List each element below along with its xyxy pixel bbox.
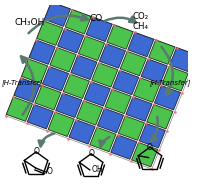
Text: [H-Transfer]: [H-Transfer] <box>150 79 191 86</box>
Polygon shape <box>141 59 167 83</box>
Polygon shape <box>105 89 131 114</box>
Polygon shape <box>58 29 84 53</box>
Polygon shape <box>149 40 175 64</box>
Polygon shape <box>139 123 165 148</box>
Polygon shape <box>50 47 76 72</box>
Polygon shape <box>48 112 74 136</box>
Polygon shape <box>44 2 70 26</box>
Polygon shape <box>29 40 55 64</box>
Text: CO: CO <box>89 14 102 23</box>
Polygon shape <box>162 67 188 91</box>
Text: OH: OH <box>92 165 103 174</box>
Polygon shape <box>128 32 154 57</box>
Polygon shape <box>35 85 61 110</box>
Polygon shape <box>56 93 82 118</box>
Text: [H-Transfer]: [H-Transfer] <box>2 79 43 86</box>
Text: CO₂: CO₂ <box>133 12 149 21</box>
Polygon shape <box>169 47 196 72</box>
Polygon shape <box>77 101 103 125</box>
Polygon shape <box>78 36 105 61</box>
Text: CH₄: CH₄ <box>133 22 149 31</box>
Polygon shape <box>71 55 97 80</box>
Polygon shape <box>111 135 137 159</box>
Polygon shape <box>113 70 139 95</box>
Polygon shape <box>133 78 160 102</box>
Text: CH₃OH: CH₃OH <box>14 18 45 27</box>
Polygon shape <box>118 116 145 140</box>
Polygon shape <box>27 105 53 129</box>
Text: O: O <box>88 149 94 158</box>
Polygon shape <box>154 85 181 110</box>
Text: O: O <box>47 167 53 176</box>
Text: O: O <box>147 143 153 152</box>
Polygon shape <box>84 82 110 106</box>
Polygon shape <box>99 44 126 68</box>
Polygon shape <box>92 63 118 87</box>
Polygon shape <box>14 78 40 102</box>
Polygon shape <box>63 74 89 98</box>
Polygon shape <box>126 97 152 121</box>
Polygon shape <box>132 143 158 167</box>
Text: O: O <box>33 147 39 156</box>
Polygon shape <box>86 17 112 42</box>
Polygon shape <box>147 105 173 129</box>
Polygon shape <box>22 59 48 83</box>
Polygon shape <box>42 67 69 91</box>
Polygon shape <box>6 97 32 121</box>
Polygon shape <box>107 25 133 49</box>
Polygon shape <box>97 108 124 133</box>
Polygon shape <box>37 21 63 45</box>
Polygon shape <box>90 127 116 152</box>
Polygon shape <box>69 120 95 144</box>
Polygon shape <box>65 10 91 34</box>
Polygon shape <box>120 51 146 76</box>
